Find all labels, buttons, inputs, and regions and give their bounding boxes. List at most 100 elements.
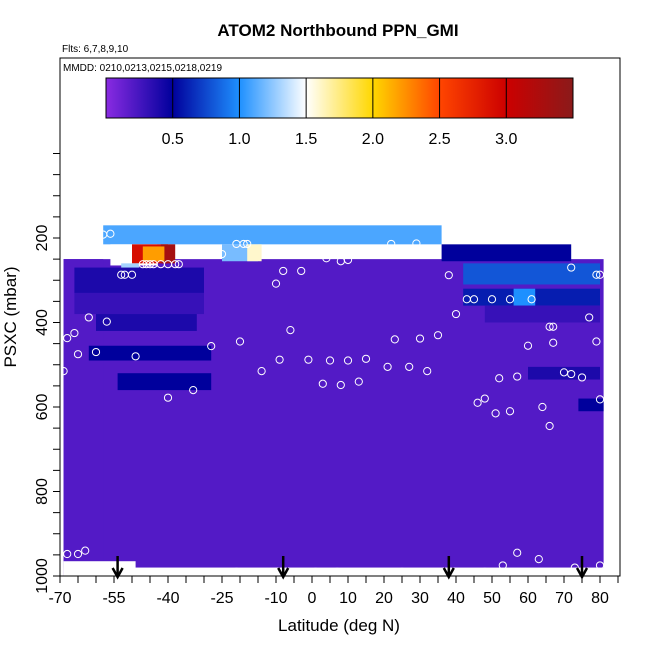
- data-point: [397, 567, 407, 576]
- data-point: [106, 229, 115, 238]
- data-point: [387, 239, 396, 249]
- x-tick-label: -55: [102, 590, 125, 607]
- data-point: [63, 549, 72, 559]
- colorbar-tick-label: 2.5: [428, 131, 450, 148]
- x-tick-label: 20: [375, 590, 393, 607]
- data-point: [271, 279, 281, 288]
- data-point: [59, 243, 68, 252]
- data-point: [480, 394, 489, 403]
- x-tick-label: 0: [308, 590, 317, 607]
- data-point: [433, 331, 443, 340]
- data-point: [405, 362, 414, 371]
- data-point: [595, 395, 605, 404]
- data-point: [361, 354, 371, 363]
- data-point: [131, 352, 140, 361]
- data-point: [207, 249, 216, 259]
- data-point: [487, 295, 497, 304]
- arrow-marker: [442, 556, 455, 580]
- data-point: [585, 313, 594, 322]
- data-point: [347, 569, 356, 578]
- chart-title: ATOM2 Northbound PPN_GMI: [217, 21, 458, 40]
- colorbar-tick-label: 1.0: [228, 131, 250, 148]
- colorbar-tick-label: 3.0: [495, 131, 517, 148]
- data-point: [523, 341, 533, 350]
- data-point: [232, 567, 241, 576]
- data-point: [549, 338, 558, 347]
- data-point: [63, 334, 72, 343]
- data-point: [73, 549, 83, 559]
- data-point: [322, 254, 331, 263]
- y-tick-label: 1000: [34, 558, 51, 594]
- y-axis: 200 400 600 800 1000: [34, 153, 60, 594]
- data-point: [243, 239, 252, 249]
- data-point: [592, 270, 601, 279]
- data-point: [423, 366, 432, 376]
- heatmap-cell: [247, 244, 262, 262]
- data-points: [59, 229, 605, 581]
- data-point: [81, 237, 90, 246]
- data-point: [451, 309, 461, 319]
- data-point: [217, 249, 227, 259]
- data-point: [199, 249, 209, 259]
- data-point: [311, 567, 320, 576]
- data-point: [513, 372, 522, 381]
- data-point: [567, 263, 576, 272]
- data-point: [473, 398, 482, 407]
- x-tick-label: -25: [210, 590, 233, 607]
- data-point: [545, 322, 554, 331]
- data-point: [297, 266, 306, 276]
- data-point: [343, 255, 353, 265]
- heatmap-cell: [484, 305, 600, 323]
- heatmap-cell: [578, 398, 604, 412]
- no-data-area: [63, 561, 136, 576]
- data-point: [444, 271, 453, 280]
- data-point: [102, 317, 111, 326]
- data-point: [549, 322, 558, 331]
- x-axis-label: Latitude (deg N): [278, 616, 400, 635]
- x-tick-label: -10: [264, 590, 287, 607]
- x-tick-label: 50: [483, 590, 501, 607]
- x-tick-label: 30: [411, 590, 429, 607]
- y-tick-label: 800: [34, 478, 51, 505]
- data-point: [127, 270, 137, 279]
- data-point: [505, 295, 515, 304]
- data-point: [163, 393, 173, 402]
- data-point: [527, 295, 536, 304]
- data-point: [570, 563, 579, 572]
- data-point: [145, 260, 155, 269]
- x-tick-label: -70: [48, 590, 71, 607]
- data-point: [84, 313, 93, 322]
- heatmap-cell: [88, 345, 212, 361]
- data-point: [81, 546, 90, 555]
- data-point: [538, 402, 547, 412]
- heatmap-cell: [441, 244, 572, 262]
- data-point: [333, 567, 342, 576]
- data-point: [117, 270, 126, 279]
- y-tick-label: 600: [34, 394, 51, 421]
- x-tick-label: 80: [591, 590, 609, 607]
- data-point: [412, 239, 421, 248]
- data-point: [318, 379, 327, 388]
- data-point: [189, 386, 198, 395]
- heatmap-cell: [96, 314, 197, 331]
- data-point: [336, 380, 345, 390]
- data-point: [383, 362, 392, 371]
- heatmap-cell: [74, 292, 205, 315]
- arrow-marker: [277, 556, 290, 580]
- data-point: [592, 337, 601, 346]
- x-tick-label: 10: [339, 590, 357, 607]
- flights-label: Flts: 6,7,8,9,10: [62, 44, 129, 55]
- data-point: [286, 326, 295, 335]
- data-point: [239, 239, 248, 249]
- data-point: [469, 295, 479, 304]
- data-point: [480, 567, 489, 576]
- data-point: [545, 421, 554, 431]
- arrow-marker: [111, 556, 124, 580]
- data-point: [113, 246, 122, 255]
- heatmap-cell: [117, 373, 212, 391]
- data-point: [595, 270, 605, 279]
- data-point: [343, 356, 353, 365]
- data-point: [390, 335, 399, 344]
- data-point: [498, 561, 507, 570]
- dates-label: MMDD: 0210,0213,0215,0218,0219: [63, 63, 222, 74]
